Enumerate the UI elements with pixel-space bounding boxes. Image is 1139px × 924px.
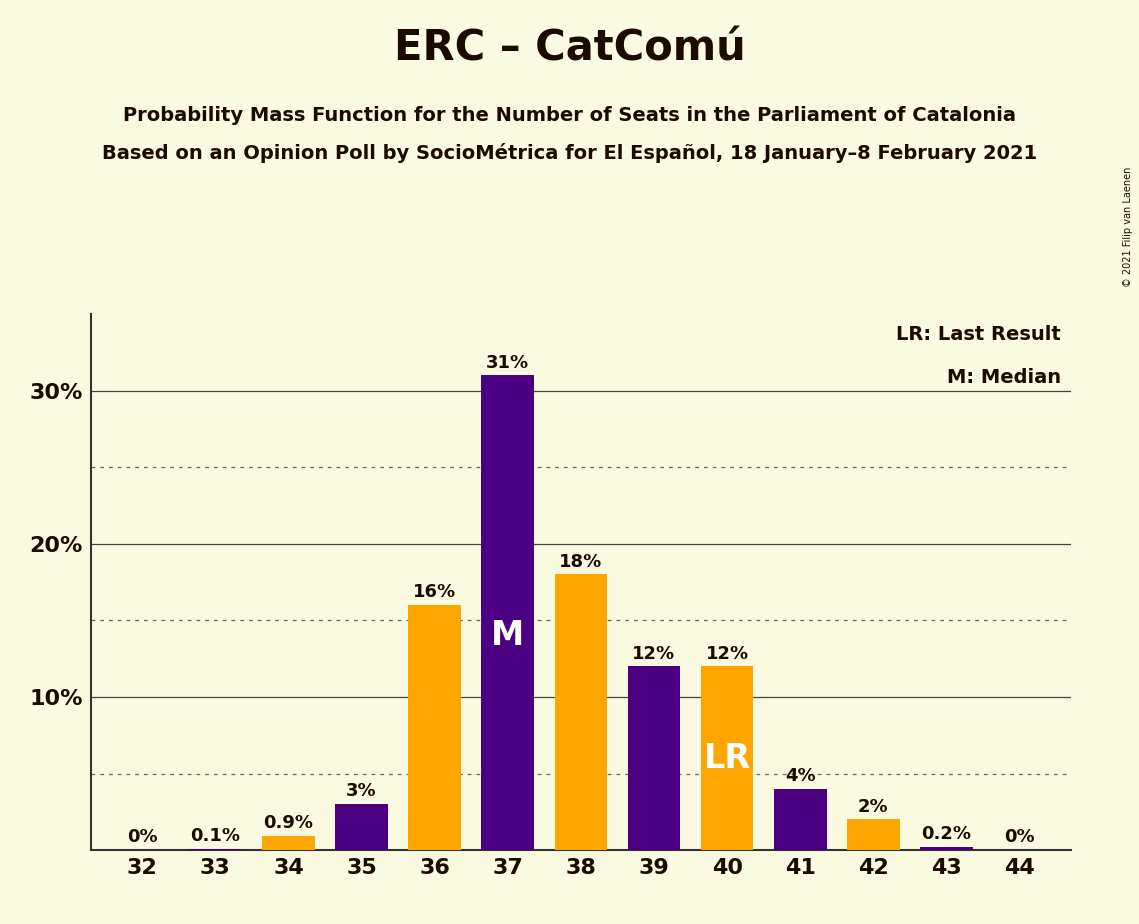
Text: 16%: 16% <box>413 583 457 602</box>
Text: 12%: 12% <box>632 645 675 663</box>
Text: 2%: 2% <box>858 797 888 816</box>
Bar <box>847 820 900 850</box>
Bar <box>700 666 753 850</box>
Bar <box>189 848 241 850</box>
Text: 0.1%: 0.1% <box>190 827 240 845</box>
Text: ERC – CatComú: ERC – CatComú <box>394 28 745 69</box>
Text: 4%: 4% <box>785 767 816 785</box>
Text: M: M <box>491 619 524 652</box>
Text: 3%: 3% <box>346 783 377 800</box>
Bar <box>409 605 461 850</box>
Text: 0.2%: 0.2% <box>921 825 972 844</box>
Bar <box>920 847 973 850</box>
Bar <box>262 836 314 850</box>
Text: 0%: 0% <box>126 828 157 846</box>
Text: LR: Last Result: LR: Last Result <box>896 325 1060 344</box>
Text: 0%: 0% <box>1005 828 1035 846</box>
Bar <box>482 375 534 850</box>
Text: 12%: 12% <box>705 645 748 663</box>
Text: M: Median: M: Median <box>947 368 1060 387</box>
Text: Probability Mass Function for the Number of Seats in the Parliament of Catalonia: Probability Mass Function for the Number… <box>123 106 1016 126</box>
Text: 18%: 18% <box>559 553 603 571</box>
Bar <box>335 804 388 850</box>
Text: © 2021 Filip van Laenen: © 2021 Filip van Laenen <box>1123 166 1133 286</box>
Text: Based on an Opinion Poll by SocioMétrica for El Español, 18 January–8 February 2: Based on an Opinion Poll by SocioMétrica… <box>101 143 1038 164</box>
Text: 0.9%: 0.9% <box>263 814 313 833</box>
Text: 31%: 31% <box>486 354 530 371</box>
Bar <box>628 666 680 850</box>
Bar <box>555 575 607 850</box>
Text: LR: LR <box>704 742 751 774</box>
Bar <box>773 789 827 850</box>
